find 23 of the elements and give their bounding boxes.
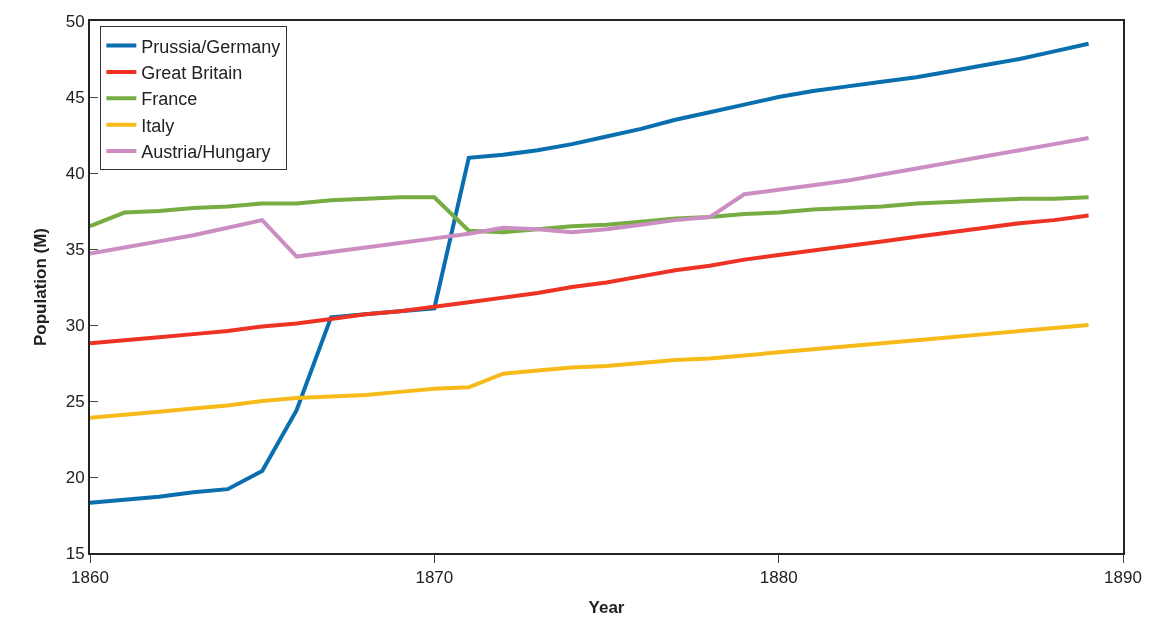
y-axis-title: Population (M) — [30, 227, 50, 347]
y-tick-label: 15 — [65, 543, 85, 563]
y-tick-label: 30 — [65, 315, 85, 335]
line-series — [90, 323, 1091, 420]
legend-label: Prussia/Germany — [141, 36, 281, 57]
line-series — [90, 213, 1091, 346]
x-tick-label: 1860 — [71, 568, 109, 588]
x-tick-label: 1880 — [759, 568, 798, 588]
y-tick-label: 40 — [65, 163, 85, 183]
x-tick-label: 1870 — [415, 568, 454, 588]
y-tick-label: 25 — [65, 391, 85, 411]
legend-label: France — [141, 89, 198, 110]
y-tick-label: 20 — [65, 467, 85, 487]
y-tick-label: 35 — [65, 239, 85, 259]
legend-label: Great Britain — [141, 62, 243, 83]
y-tick-label: 50 — [65, 11, 85, 31]
y-tick-label: 45 — [65, 87, 85, 107]
legend-label: Italy — [141, 115, 175, 136]
legend-label: Austria/Hungary — [141, 142, 271, 163]
line-series — [90, 136, 1091, 259]
x-axis-title: Year — [588, 598, 625, 618]
line-series — [90, 195, 1091, 235]
x-tick-label: 1890 — [1104, 568, 1142, 588]
